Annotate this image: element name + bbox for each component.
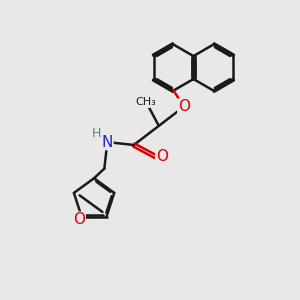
Text: O: O [73, 212, 85, 227]
Text: O: O [178, 99, 190, 114]
Text: H: H [92, 127, 101, 140]
Text: CH₃: CH₃ [135, 97, 156, 107]
Text: N: N [102, 134, 113, 150]
Text: O: O [156, 149, 168, 164]
